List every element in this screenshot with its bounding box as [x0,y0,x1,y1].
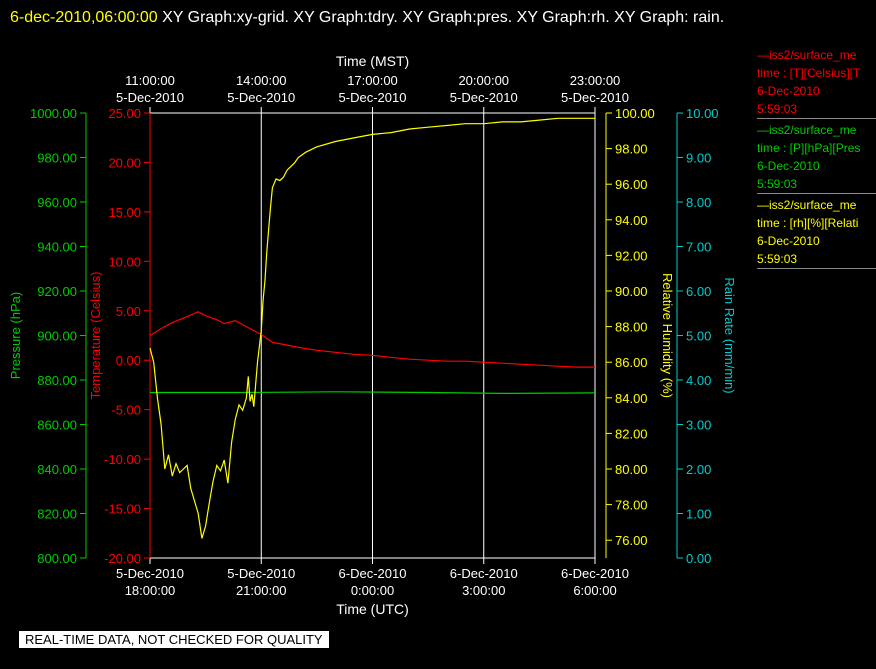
pressure-axis-label: Pressure (hPa) [8,292,23,379]
temperature-tick-label: 15.00 [108,205,141,220]
humidity-tick-label: 90.00 [615,284,648,299]
humidity-series-line [149,117,595,539]
x-bottom-tick-date: 6-Dec-2010 [561,566,629,581]
x-top-tick-date: 5-Dec-2010 [561,90,629,105]
temperature-tick-label: 5.00 [116,304,141,319]
humidity-tick-label: 76.00 [615,533,648,548]
pressure-tick-label: 920.00 [37,284,77,299]
x-top-tick-date: 5-Dec-2010 [116,90,184,105]
x-bottom-tick-time: 6:00:00 [573,583,616,598]
x-top-tick-date: 5-Dec-2010 [227,90,295,105]
header-datetime: 6-dec-2010,06:00:00 [10,9,158,26]
humidity-tick-label: 78.00 [615,498,648,513]
pressure-tick-label: 1000.00 [30,106,77,121]
x-bottom-tick-time: 21:00:00 [236,583,287,598]
legend-text: 6-Dec-2010 [757,84,820,98]
x-bottom-axis-label: Time (UTC) [336,601,409,617]
temperature-tick-label: 20.00 [108,155,141,170]
pressure-tick-label: 840.00 [37,462,77,477]
x-bottom-tick-time: 0:00:00 [351,583,394,598]
x-bottom-tick-date: 6-Dec-2010 [339,566,407,581]
rain-tick-label: 3.00 [686,418,711,433]
humidity-tick-label: 98.00 [615,142,648,157]
pressure-tick-label: 960.00 [37,195,77,210]
legend-text: 5:59:03 [757,177,798,191]
quality-disclaimer: REAL-TIME DATA, NOT CHECKED FOR QUALITY [19,631,329,648]
pressure-tick-label: 820.00 [37,507,77,522]
rain-tick-label: 2.00 [686,462,711,477]
rain-tick-label: 9.00 [686,151,711,166]
legend-text: time : [T][Celsius][T [757,66,861,80]
x-top-tick-time: 20:00:00 [458,73,509,88]
rain-tick-label: 8.00 [686,195,711,210]
pressure-tick-label: 980.00 [37,151,77,166]
humidity-tick-label: 96.00 [615,177,648,192]
x-top-axis-label: Time (MST) [336,53,409,69]
legend-text: 5:59:03 [757,102,798,116]
rain-tick-label: 0.00 [686,551,711,566]
x-top-tick-time: 14:00:00 [236,73,287,88]
x-bottom-tick-time: 18:00:00 [125,583,176,598]
humidity-tick-label: 88.00 [615,320,648,335]
x-top-tick-date: 5-Dec-2010 [450,90,518,105]
x-top-tick-date: 5-Dec-2010 [339,90,407,105]
page-header: 6-dec-2010,06:00:00 XY Graph:xy-grid. XY… [10,4,860,32]
temperature-tick-label: -15.00 [104,502,141,517]
humidity-tick-label: 86.00 [615,355,648,370]
x-bottom-tick-time: 3:00:00 [462,583,505,598]
pressure-tick-label: 860.00 [37,418,77,433]
rain-tick-label: 6.00 [686,284,711,299]
rain-tick-label: 4.00 [686,373,711,388]
humidity-tick-label: 80.00 [615,462,648,477]
humidity-tick-label: 84.00 [615,391,648,406]
x-top-tick-time: 17:00:00 [347,73,398,88]
pressure-tick-label: 800.00 [37,551,77,566]
legend-text: 6-Dec-2010 [757,234,820,248]
rain-tick-label: 7.00 [686,240,711,255]
pressure-tick-label: 940.00 [37,240,77,255]
legend-text: time : [P][hPa][Pres [757,141,861,155]
legend-text: time : [rh][%][Relati [757,216,859,230]
legend-text: —iss2/surface_me [757,198,857,212]
humidity-tick-label: 92.00 [615,248,648,263]
temperature-series-line [149,311,595,368]
x-bottom-tick-date: 6-Dec-2010 [450,566,518,581]
humidity-axis-label: Relative Humidity (%) [660,273,675,398]
temperature-tick-label: 10.00 [108,254,141,269]
x-bottom-tick-date: 5-Dec-2010 [116,566,184,581]
legend-text: —iss2/surface_me [757,123,857,137]
temperature-axis-label: Temperature (Celsius) [88,272,103,400]
humidity-tick-label: 82.00 [615,426,648,441]
legend-text: 6-Dec-2010 [757,159,820,173]
humidity-tick-label: 100.00 [615,106,655,121]
humidity-tick-label: 94.00 [615,213,648,228]
legend-text: 5:59:03 [757,252,798,266]
x-top-tick-time: 23:00:00 [570,73,621,88]
rain-tick-label: 5.00 [686,329,711,344]
x-bottom-tick-date: 5-Dec-2010 [227,566,295,581]
pressure-tick-label: 880.00 [37,373,77,388]
temperature-tick-label: 0.00 [116,353,141,368]
pressure-tick-label: 900.00 [37,329,77,344]
rain-tick-label: 10.00 [686,106,719,121]
temperature-tick-label: -20.00 [104,551,141,566]
legend-text: —iss2/surface_me [757,48,857,62]
x-top-tick-time: 11:00:00 [125,73,175,88]
header-title: XY Graph:xy-grid. XY Graph:tdry. XY Grap… [157,9,725,26]
pressure-series-line [150,391,596,395]
temperature-tick-label: -5.00 [111,403,141,418]
temperature-tick-label: -10.00 [104,452,141,467]
rain-axis-label: Rain Rate (mm/min) [722,277,737,393]
rain-tick-label: 1.00 [686,507,711,522]
temperature-tick-label: 25.00 [108,106,141,121]
legend: —iss2/surface_me time : [T][Celsius][T 6-D… [757,46,876,271]
